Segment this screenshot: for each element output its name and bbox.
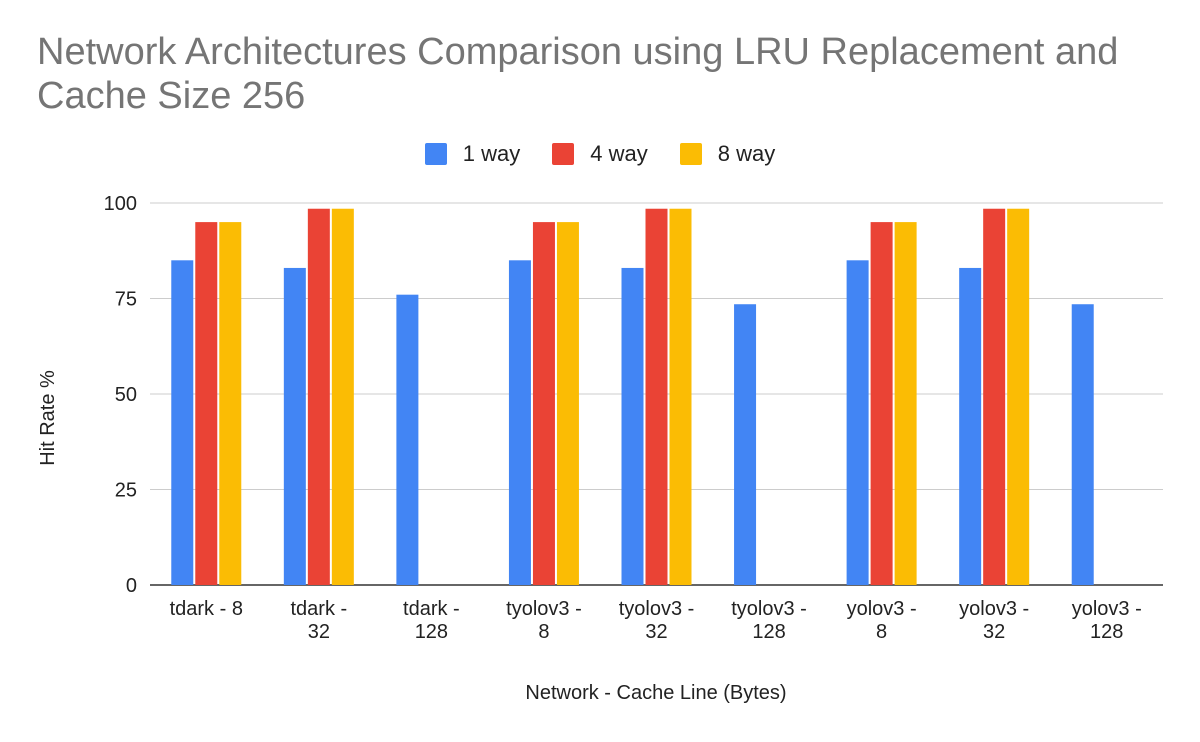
bar [894, 222, 917, 585]
y-tick-label: 0 [126, 575, 137, 597]
x-tick-label: tyolov3 - [619, 598, 695, 620]
bar [846, 260, 869, 585]
x-axis-title: Network - Cache Line (Bytes) [525, 682, 786, 704]
legend-swatch-1-way [424, 143, 447, 165]
x-tick-label: 128 [752, 621, 785, 643]
y-tick-label: 50 [115, 384, 137, 406]
bar [331, 208, 354, 586]
bar [870, 222, 893, 585]
bar [396, 294, 419, 585]
bar [195, 222, 218, 585]
x-tick-label: yolov3 - [959, 598, 1029, 620]
x-tick-label: tdark - [403, 598, 460, 620]
legend-label-8-way: 8 way [717, 141, 776, 166]
bar [669, 208, 692, 586]
x-tick-label: 32 [983, 621, 1005, 643]
bar [621, 267, 644, 585]
y-tick-label: 100 [104, 193, 137, 215]
bar [1007, 208, 1030, 586]
y-tick-label: 25 [115, 480, 137, 502]
bar [556, 222, 579, 585]
bar [219, 222, 242, 585]
x-tick-label: 32 [645, 621, 667, 643]
bar [983, 208, 1006, 586]
legend-item-4-way: 4 way [552, 139, 648, 169]
bar [283, 267, 306, 585]
x-tick-label: tyolov3 - [506, 598, 582, 620]
bar [307, 208, 330, 586]
x-tick-label: tdark - 8 [170, 598, 243, 620]
bar [645, 208, 668, 586]
bar [171, 260, 194, 585]
y-tick-label: 75 [115, 289, 137, 311]
chart-legend: 1 way 4 way 8 way [0, 139, 1200, 169]
legend-swatch-8-way [679, 143, 702, 165]
y-axis-title: Hit Rate % [37, 370, 59, 466]
bar [734, 304, 757, 585]
x-tick-label: tyolov3 - [731, 598, 807, 620]
x-tick-label: yolov3 - [1072, 598, 1142, 620]
x-tick-label: 8 [538, 621, 549, 643]
legend-item-8-way: 8 way [679, 139, 776, 169]
legend-label-4-way: 4 way [590, 141, 648, 166]
x-tick-label: 128 [415, 621, 448, 643]
legend-swatch-4-way [552, 143, 575, 165]
bar [532, 222, 555, 585]
chart-title: Network Architectures Comparison using L… [37, 31, 1119, 117]
bar [959, 267, 982, 585]
x-tick-label: tdark - [290, 598, 347, 620]
bar [1071, 304, 1094, 585]
bar [508, 260, 531, 585]
x-tick-label: yolov3 - [847, 598, 917, 620]
legend-label-1-way: 1 way [462, 141, 521, 166]
x-tick-label: 32 [308, 621, 330, 643]
x-tick-label: 8 [876, 621, 887, 643]
legend-item-1-way: 1 way [424, 139, 521, 169]
x-tick-label: 128 [1090, 621, 1123, 643]
